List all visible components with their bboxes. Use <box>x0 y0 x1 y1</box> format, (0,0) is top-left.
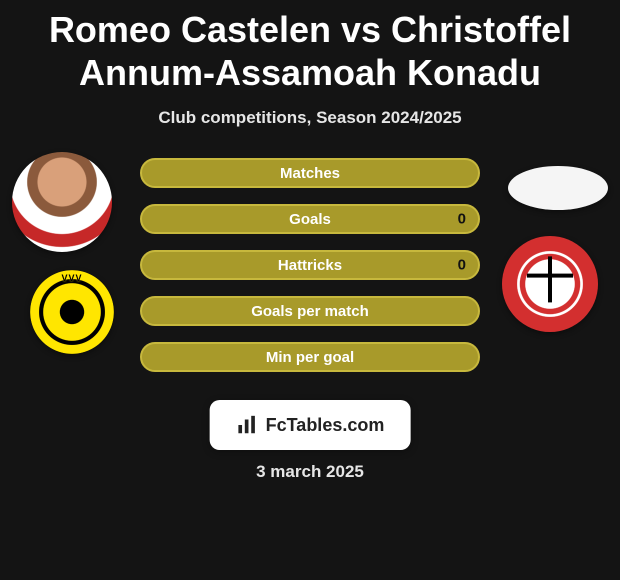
comparison-arena: MatchesGoals0Hattricks0Goals per matchMi… <box>0 152 620 412</box>
comparison-card: Romeo Castelen vs Christoffel Annum-Assa… <box>0 0 620 580</box>
subtitle: Club competitions, Season 2024/2025 <box>0 108 620 128</box>
stat-label: Goals <box>142 211 478 228</box>
club-badge-right <box>502 236 598 332</box>
player-right-avatar <box>508 166 608 210</box>
stat-value-right: 0 <box>458 257 466 274</box>
stat-label: Goals per match <box>142 303 478 320</box>
stat-bar: Min per goal <box>140 342 480 372</box>
stat-bars: MatchesGoals0Hattricks0Goals per matchMi… <box>140 158 480 372</box>
stat-label: Matches <box>142 165 478 182</box>
footer-text: FcTables.com <box>266 415 385 436</box>
player-left-avatar <box>12 152 112 252</box>
stat-label: Min per goal <box>142 349 478 366</box>
stat-bar: Goals per match <box>140 296 480 326</box>
bar-chart-icon <box>236 414 258 436</box>
footer-date: 3 march 2025 <box>0 462 620 482</box>
stat-bar: Goals0 <box>140 204 480 234</box>
club-badge-left <box>30 270 114 354</box>
stat-label: Hattricks <box>142 257 478 274</box>
footer-badge[interactable]: FcTables.com <box>210 400 411 450</box>
stat-value-right: 0 <box>458 211 466 228</box>
stat-bar: Matches <box>140 158 480 188</box>
page-title: Romeo Castelen vs Christoffel Annum-Assa… <box>0 0 620 94</box>
stat-bar: Hattricks0 <box>140 250 480 280</box>
